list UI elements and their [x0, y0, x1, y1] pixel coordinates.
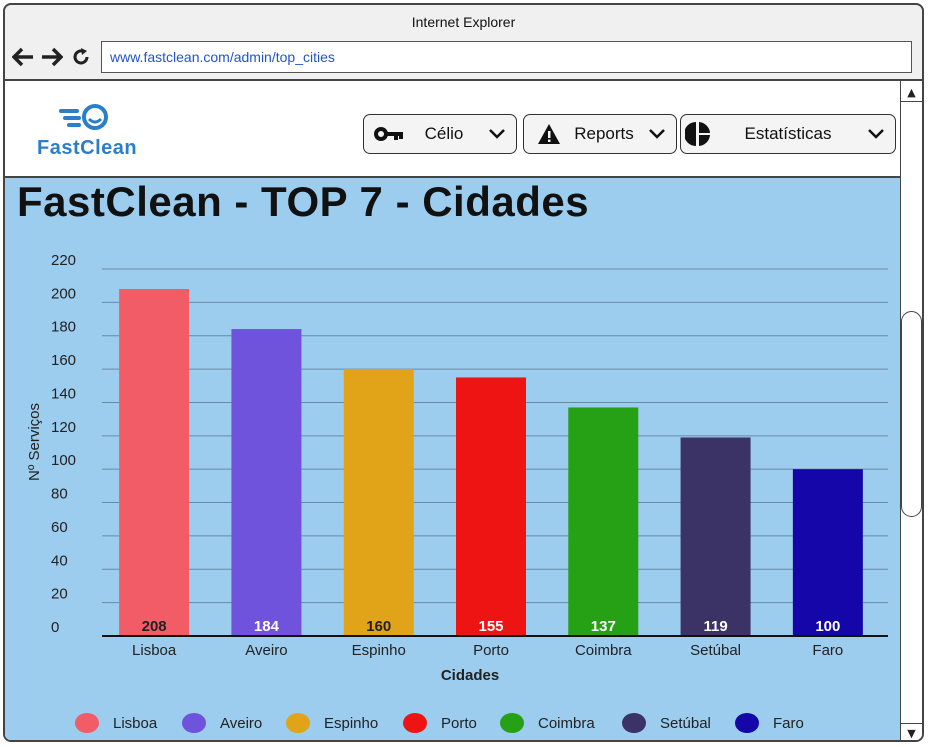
y-tick-label: 140	[51, 385, 76, 402]
vertical-scrollbar[interactable]: ▲ ▼	[900, 81, 922, 740]
data-label: 160	[366, 618, 391, 635]
legend-item-label: Setúbal	[660, 715, 711, 732]
y-tick-label: 220	[51, 252, 76, 269]
legend-swatch	[75, 713, 99, 733]
data-label: 119	[703, 618, 727, 635]
chart-legend: Lisboa Aveiro Espinho Porto Coimbra Setúbal Fa…	[75, 713, 804, 733]
pie-chart-icon	[683, 121, 713, 147]
x-axis-title: Cidades	[441, 667, 499, 684]
y-tick-label: 100	[51, 452, 76, 469]
legend-item-label: Lisboa	[113, 715, 158, 732]
bar-setúbal[interactable]	[680, 437, 751, 636]
chevron-down-icon	[863, 129, 889, 139]
data-label: 155	[478, 618, 503, 635]
data-label: 100	[815, 618, 840, 635]
bar-faro[interactable]	[792, 469, 863, 636]
fastclean-logo[interactable]: FastClean	[37, 103, 157, 163]
x-tick-label: Aveiro	[245, 642, 287, 659]
x-tick-label: Porto	[473, 642, 509, 659]
y-axis-title: Nº Serviços	[26, 403, 43, 481]
statistics-menu-dropdown[interactable]: Estatísticas	[680, 114, 896, 154]
x-tick-label: Coimbra	[575, 642, 632, 659]
scrollbar-thumb[interactable]	[901, 311, 922, 517]
y-tick-label: 80	[51, 486, 68, 503]
bar-lisboa[interactable]	[119, 289, 190, 636]
window-title: Internet Explorer	[411, 14, 516, 30]
warning-icon	[534, 123, 564, 145]
main-content: FastClean - TOP 7 - Cidades 0 20 40 60 80 100…	[5, 178, 900, 740]
chart-bars: 208 184 160 155 137 119 100	[119, 289, 863, 636]
user-menu-dropdown[interactable]: Célio	[363, 114, 517, 154]
key-icon	[374, 126, 404, 142]
x-tick-label: Faro	[812, 642, 843, 659]
browser-window: Internet Explorer www.fastclean.com/admi…	[3, 3, 924, 742]
address-bar[interactable]: www.fastclean.com/admin/top_cities	[101, 41, 912, 73]
legend-swatch	[500, 713, 524, 733]
logo-text: FastClean	[37, 137, 138, 159]
y-tick-label: 180	[51, 319, 76, 336]
legend-swatch	[286, 713, 310, 733]
legend-item-label: Aveiro	[220, 715, 262, 732]
x-tick-label: Lisboa	[132, 642, 177, 659]
data-label: 184	[254, 618, 280, 635]
x-tick-label: Setúbal	[690, 642, 741, 659]
legend-swatch	[622, 713, 646, 733]
x-axis-ticks: Lisboa Aveiro Espinho Porto Coimbra Setúbal Fa…	[132, 642, 843, 659]
legend-item-label: Faro	[773, 715, 804, 732]
bar-aveiro[interactable]	[231, 329, 302, 636]
chevron-down-icon	[644, 129, 670, 139]
y-tick-label: 20	[51, 586, 68, 603]
navigation-bar: www.fastclean.com/admin/top_cities	[5, 39, 922, 81]
legend-swatch	[403, 713, 427, 733]
statistics-menu-label: Estatísticas	[744, 124, 832, 143]
refresh-icon[interactable]	[68, 39, 94, 75]
y-axis-ticks: 0 20 40 60 80 100 120 140 160 180 200 220	[51, 252, 76, 636]
page-viewport: FastClean Célio Reports	[5, 81, 900, 740]
data-label: 137	[591, 618, 616, 635]
logo-icon	[59, 104, 108, 130]
reports-menu-dropdown[interactable]: Reports	[523, 114, 677, 154]
y-tick-label: 200	[51, 285, 76, 302]
y-tick-label: 60	[51, 519, 68, 536]
data-label: 208	[142, 618, 167, 635]
legend-swatch	[735, 713, 759, 733]
reports-menu-label: Reports	[574, 124, 634, 143]
site-header: FastClean Célio Reports	[5, 81, 900, 178]
legend-swatch	[182, 713, 206, 733]
y-tick-label: 160	[51, 352, 76, 369]
y-tick-label: 0	[51, 619, 59, 636]
x-tick-label: Espinho	[352, 642, 406, 659]
legend-item-label: Porto	[441, 715, 477, 732]
bar-porto[interactable]	[456, 377, 526, 636]
y-tick-label: 40	[51, 552, 68, 569]
user-menu-label: Célio	[424, 124, 464, 143]
bar-chart: 0 20 40 60 80 100 120 140 160 180 200 220 208 184 160…	[26, 252, 888, 733]
y-tick-label: 120	[51, 419, 76, 436]
bar-espinho[interactable]	[343, 369, 414, 636]
scroll-down-icon[interactable]: ▼	[901, 723, 922, 740]
legend-item-label: Espinho	[324, 715, 378, 732]
bar-coimbra[interactable]	[568, 407, 639, 636]
forward-arrow-icon[interactable]	[39, 39, 65, 75]
scroll-up-icon[interactable]: ▲	[901, 83, 922, 102]
legend-item-label: Coimbra	[538, 715, 595, 732]
chevron-down-icon	[484, 129, 510, 139]
page-title: FastClean - TOP 7 - Cidades	[17, 178, 590, 225]
back-arrow-icon[interactable]	[10, 39, 36, 75]
